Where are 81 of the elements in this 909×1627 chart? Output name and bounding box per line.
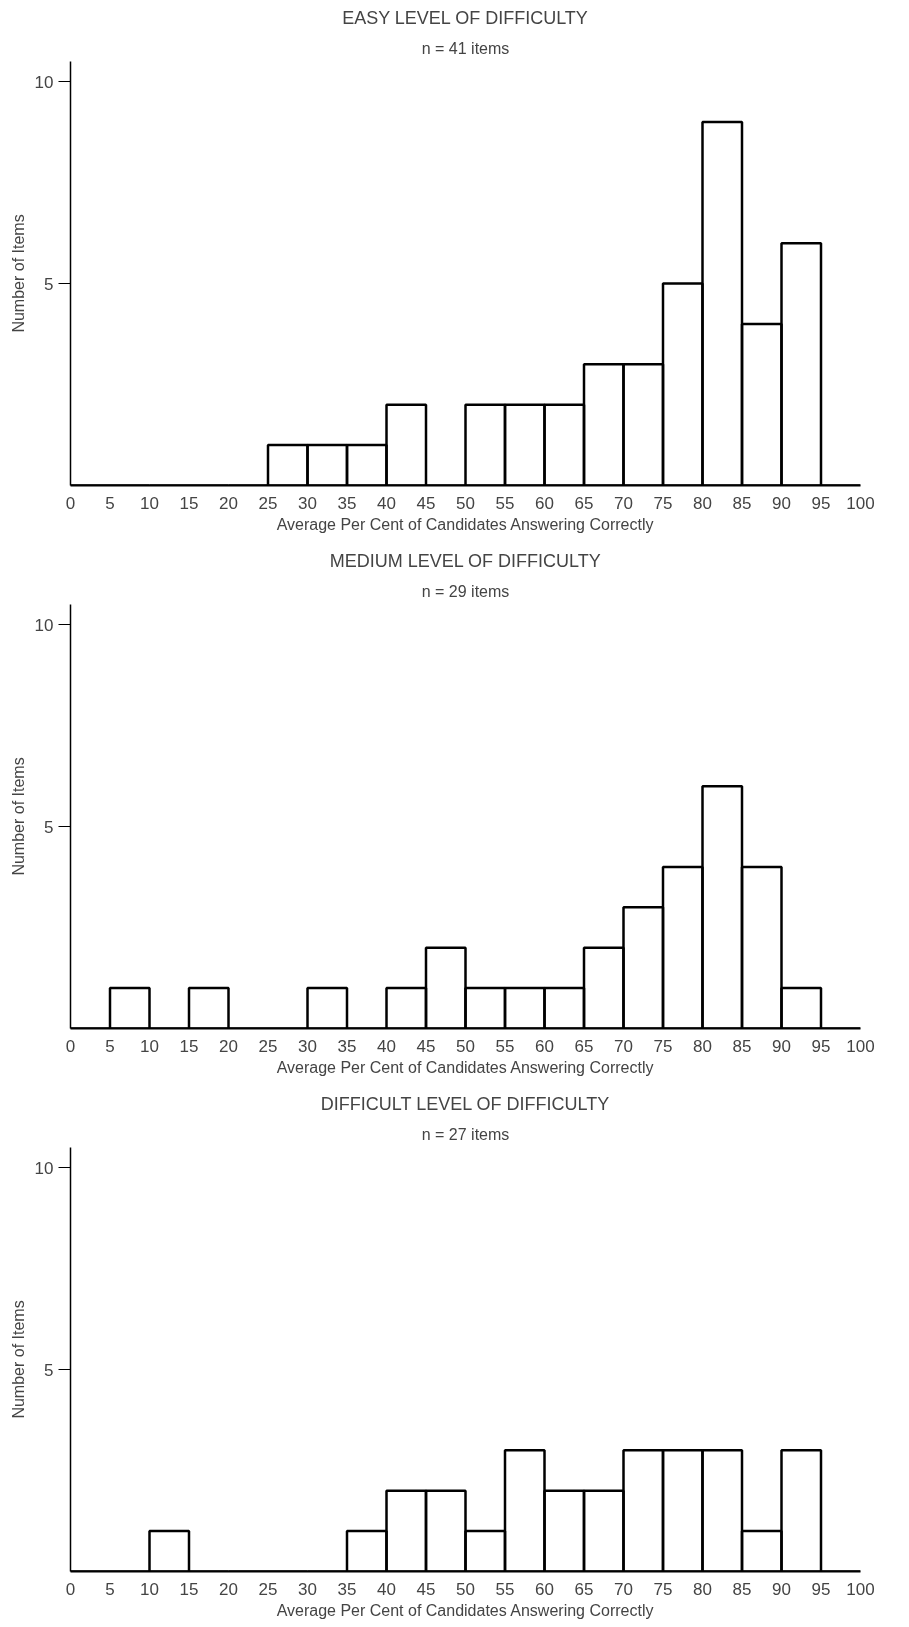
x-tick-label: 80 (693, 493, 712, 513)
x-tick-label: 55 (495, 493, 515, 513)
x-tick-label: 15 (179, 1036, 199, 1056)
chart-title: EASY LEVEL OF DIFFICULTY (342, 7, 588, 28)
x-tick-label: 25 (258, 1579, 278, 1599)
x-tick-label: 60 (535, 1579, 554, 1599)
x-tick-label: 30 (298, 1036, 317, 1056)
x-tick-label: 15 (179, 1579, 199, 1599)
x-tick-label: 95 (811, 1579, 831, 1599)
chart-title: DIFFICULT LEVEL OF DIFFICULTY (320, 1093, 610, 1114)
y-tick-label: 10 (34, 615, 54, 635)
x-tick-label: 35 (337, 1036, 357, 1056)
y-tick-label: 5 (44, 817, 54, 837)
x-tick-label: 70 (614, 1579, 633, 1599)
x-tick-label: 75 (653, 493, 673, 513)
x-tick-label: 40 (377, 493, 396, 513)
y-axis-title: Number of Items (9, 214, 27, 333)
x-tick-label: 5 (105, 493, 115, 513)
y-tick-label: 10 (34, 1158, 54, 1178)
x-tick-label: 90 (772, 1036, 791, 1056)
x-tick-label: 60 (535, 493, 554, 513)
x-tick-label: 10 (140, 493, 159, 513)
y-tick-label: 5 (44, 274, 54, 294)
x-tick-label: 30 (298, 493, 317, 513)
x-axis-title: Average Per Cent of Candidates Answering Correctly (276, 1058, 654, 1076)
x-tick-label: 40 (377, 1579, 396, 1599)
x-tick-label: 45 (416, 1036, 436, 1056)
x-tick-label: 65 (574, 1036, 594, 1056)
x-tick-label: 15 (179, 493, 199, 513)
x-tick-label: 0 (65, 493, 76, 513)
x-tick-label: 20 (219, 1036, 238, 1056)
x-tick-label: 75 (653, 1579, 673, 1599)
x-tick-label: 100 (846, 493, 875, 513)
x-tick-label: 90 (772, 1579, 791, 1599)
x-tick-label: 60 (535, 1036, 554, 1056)
x-tick-label: 10 (140, 1036, 159, 1056)
x-tick-label: 5 (105, 1036, 115, 1056)
x-tick-label: 55 (495, 1036, 515, 1056)
x-tick-label: 10 (140, 1579, 159, 1599)
x-tick-label: 45 (416, 1579, 436, 1599)
x-tick-label: 70 (614, 493, 633, 513)
x-tick-label: 20 (219, 1579, 238, 1599)
x-axis-title: Average Per Cent of Candidates Answering Correctly (276, 1601, 654, 1619)
y-tick-label: 5 (44, 1360, 54, 1380)
chart-subtitle: n = 29 items (421, 582, 510, 600)
x-tick-label: 40 (377, 1036, 396, 1056)
x-tick-label: 25 (258, 1036, 278, 1056)
x-tick-label: 25 (258, 493, 278, 513)
x-tick-label: 70 (614, 1036, 633, 1056)
x-tick-label: 75 (653, 1036, 673, 1056)
x-tick-label: 30 (298, 1579, 317, 1599)
chart-title: MEDIUM LEVEL OF DIFFICULTY (329, 550, 601, 571)
x-tick-label: 50 (456, 493, 475, 513)
chart-subtitle: n = 27 items (421, 1125, 510, 1143)
x-tick-label: 0 (65, 1036, 76, 1056)
x-tick-label: 5 (105, 1579, 115, 1599)
x-tick-label: 100 (846, 1036, 875, 1056)
x-tick-label: 65 (574, 1579, 594, 1599)
x-tick-label: 95 (811, 493, 831, 513)
chart-subtitle: n = 41 items (421, 39, 510, 57)
x-tick-label: 95 (811, 1036, 831, 1056)
x-tick-label: 90 (772, 493, 791, 513)
x-tick-label: 35 (337, 493, 357, 513)
x-tick-label: 100 (846, 1579, 875, 1599)
x-tick-label: 80 (693, 1579, 712, 1599)
y-axis-title: Number of Items (9, 1300, 27, 1419)
x-tick-label: 80 (693, 1036, 712, 1056)
x-tick-label: 50 (456, 1579, 475, 1599)
x-tick-label: 65 (574, 493, 594, 513)
x-tick-label: 35 (337, 1579, 357, 1599)
x-tick-label: 0 (65, 1579, 76, 1599)
x-tick-label: 50 (456, 1036, 475, 1056)
y-axis-title: Number of Items (9, 757, 27, 876)
x-tick-label: 85 (732, 1036, 752, 1056)
y-tick-label: 10 (34, 72, 54, 92)
x-tick-label: 85 (732, 1579, 752, 1599)
x-tick-label: 85 (732, 493, 752, 513)
x-axis-title: Average Per Cent of Candidates Answering Correctly (276, 515, 654, 533)
x-tick-label: 20 (219, 493, 238, 513)
x-tick-label: 55 (495, 1579, 515, 1599)
x-tick-label: 45 (416, 493, 436, 513)
